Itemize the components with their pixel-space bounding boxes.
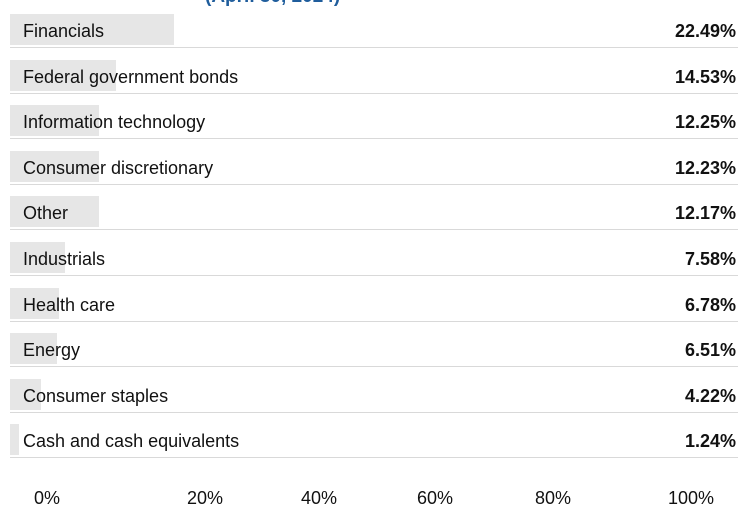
bar-row: Energy 6.51% [10, 331, 738, 368]
bar-row: Other 12.17% [10, 194, 738, 231]
category-label: Energy [23, 340, 81, 361]
sector-allocation-chart: Financials 22.49% Federal government bonds… [10, 12, 738, 464]
bar-row: Consumer discretionary 12.23% [10, 149, 738, 185]
bar [10, 14, 174, 45]
value-label: 6.78% [684, 294, 736, 315]
value-label: 12.25% [674, 112, 736, 133]
bar [10, 105, 100, 137]
x-tick-label: 60% [417, 488, 454, 508]
value-label: 12.23% [674, 157, 736, 178]
bar [10, 287, 60, 319]
bar [10, 59, 116, 91]
bar-row: Health care 6.78% [10, 286, 738, 322]
category-label: Industrials [23, 249, 106, 269]
value-label: 6.51% [684, 340, 736, 361]
bar-row: Consumer staples 4.22% [10, 377, 738, 413]
bar-row: Information technology 12.25% [10, 103, 738, 140]
bar [10, 424, 20, 456]
bar [10, 150, 100, 182]
bar [10, 242, 66, 273]
bar [10, 196, 99, 228]
category-label: Cash and cash equivalents [23, 431, 240, 452]
chart-title-text: (April 30, 2024) [205, 0, 340, 8]
bar-row: Industrials 7.58% [10, 240, 738, 276]
bar-row: Financials 22.49% [10, 12, 738, 48]
x-tick-label: 100% [668, 488, 715, 508]
bar [10, 333, 58, 365]
value-label: 12.17% [674, 203, 736, 224]
x-axis: 0% 20% 40% 60% 80% 100% [0, 488, 745, 508]
category-label: Other [23, 203, 69, 224]
bar-row: Federal government bonds 14.53% [10, 58, 738, 94]
category-label: Federal government bonds [23, 66, 239, 87]
x-tick-label: 0% [34, 488, 61, 508]
category-label: Consumer staples [23, 385, 169, 406]
x-tick-label: 80% [535, 488, 572, 508]
x-tick-label: 20% [187, 488, 224, 508]
category-label: Financials [23, 21, 105, 41]
value-label: 7.58% [684, 249, 736, 269]
category-label: Health care [23, 294, 116, 315]
chart-title-partial: (April 30, 2024) [0, 0, 745, 8]
category-label: Information technology [23, 112, 206, 133]
x-tick-label: 40% [301, 488, 338, 508]
value-label: 22.49% [674, 21, 736, 41]
bar [10, 378, 41, 410]
category-label: Consumer discretionary [23, 157, 214, 178]
value-label: 1.24% [684, 431, 736, 452]
value-label: 4.22% [684, 385, 736, 406]
value-label: 14.53% [674, 66, 736, 87]
bar-row: Cash and cash equivalents 1.24% [10, 422, 738, 459]
